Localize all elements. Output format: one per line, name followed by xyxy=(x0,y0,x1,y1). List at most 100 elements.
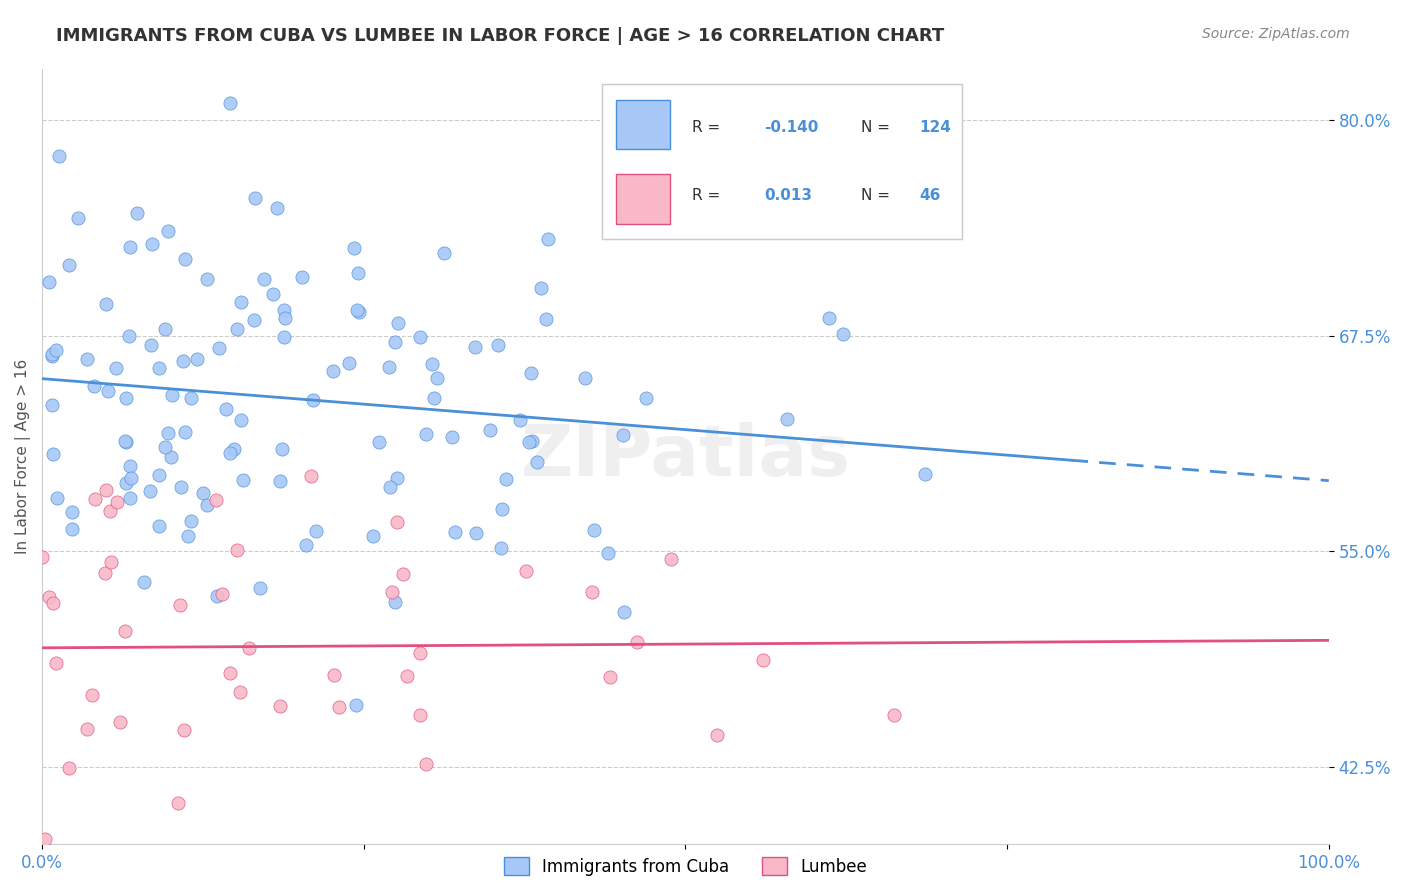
Text: IMMIGRANTS FROM CUBA VS LUMBEE IN LABOR FORCE | AGE > 16 CORRELATION CHART: IMMIGRANTS FROM CUBA VS LUMBEE IN LABOR … xyxy=(56,27,945,45)
Point xyxy=(339,356,361,370)
Point xyxy=(177,529,200,543)
Point xyxy=(231,295,253,310)
Point xyxy=(636,392,658,406)
Point xyxy=(215,401,238,416)
Point xyxy=(479,423,502,437)
Point xyxy=(706,728,728,742)
Point xyxy=(598,546,620,560)
Point xyxy=(515,564,537,578)
Point xyxy=(114,624,136,639)
Point xyxy=(205,589,228,603)
Point xyxy=(583,524,606,538)
Point xyxy=(385,471,408,485)
Point xyxy=(491,502,513,516)
Point xyxy=(387,316,409,330)
Point xyxy=(100,504,122,518)
Point xyxy=(114,434,136,448)
Point xyxy=(167,797,190,811)
Point xyxy=(34,831,56,846)
Point xyxy=(115,392,138,406)
Point xyxy=(486,338,509,352)
Point xyxy=(219,96,242,111)
Point xyxy=(387,515,409,529)
Point xyxy=(274,310,297,325)
Point xyxy=(270,442,292,456)
Point xyxy=(273,303,295,318)
Point xyxy=(346,302,368,317)
Point xyxy=(509,413,531,427)
Point xyxy=(139,483,162,498)
Point xyxy=(180,514,202,528)
Y-axis label: In Labor Force | Age > 16: In Labor Force | Age > 16 xyxy=(15,359,31,554)
Point xyxy=(156,224,179,238)
Point xyxy=(120,240,142,254)
Point xyxy=(322,364,344,378)
Point xyxy=(41,349,63,363)
Point xyxy=(626,635,648,649)
Point xyxy=(229,684,252,698)
Point xyxy=(148,361,170,376)
Point xyxy=(731,875,754,889)
Point xyxy=(38,275,60,289)
Point xyxy=(409,646,432,660)
Point xyxy=(104,360,127,375)
Point xyxy=(238,640,260,655)
Point xyxy=(148,467,170,482)
Text: ZIPatlas: ZIPatlas xyxy=(520,422,851,491)
Legend: Immigrants from Cuba, Lumbee: Immigrants from Cuba, Lumbee xyxy=(496,851,875,882)
Point xyxy=(464,340,486,354)
Point xyxy=(48,149,70,163)
Point xyxy=(219,666,242,681)
Point xyxy=(41,346,63,360)
Point xyxy=(249,582,271,596)
Point xyxy=(97,384,120,399)
Point xyxy=(191,486,214,500)
Point xyxy=(423,391,446,405)
Point xyxy=(155,322,177,336)
Point xyxy=(125,206,148,220)
Point xyxy=(432,245,454,260)
Point xyxy=(120,458,142,473)
Point xyxy=(381,584,404,599)
Point xyxy=(224,442,246,456)
Point xyxy=(58,258,80,272)
Point xyxy=(253,272,276,286)
Point xyxy=(243,191,266,205)
Point xyxy=(384,595,406,609)
Point xyxy=(160,450,183,464)
Point xyxy=(534,312,557,326)
Point xyxy=(76,722,98,736)
Point xyxy=(537,232,560,246)
Point xyxy=(343,241,366,255)
Point xyxy=(273,330,295,344)
Point xyxy=(415,426,437,441)
Point xyxy=(347,305,370,319)
Point xyxy=(581,585,603,599)
Point xyxy=(45,656,67,670)
Point xyxy=(115,434,138,449)
Point xyxy=(41,398,63,412)
Point xyxy=(361,529,384,543)
Point xyxy=(883,707,905,722)
Point xyxy=(444,524,467,539)
Point xyxy=(156,425,179,440)
Point xyxy=(208,341,231,355)
Point xyxy=(105,495,128,509)
Point xyxy=(225,322,247,336)
Point xyxy=(96,297,118,311)
Point xyxy=(225,542,247,557)
Point xyxy=(96,483,118,497)
Point xyxy=(344,698,367,713)
Point xyxy=(415,757,437,772)
Point xyxy=(378,480,401,494)
Point xyxy=(613,605,636,619)
Point xyxy=(495,472,517,486)
Point xyxy=(66,211,89,225)
Point xyxy=(170,480,193,494)
Point xyxy=(262,287,284,301)
Point xyxy=(243,313,266,327)
Point xyxy=(108,715,131,730)
Point xyxy=(211,587,233,601)
Point xyxy=(520,434,543,449)
Point xyxy=(832,326,855,341)
